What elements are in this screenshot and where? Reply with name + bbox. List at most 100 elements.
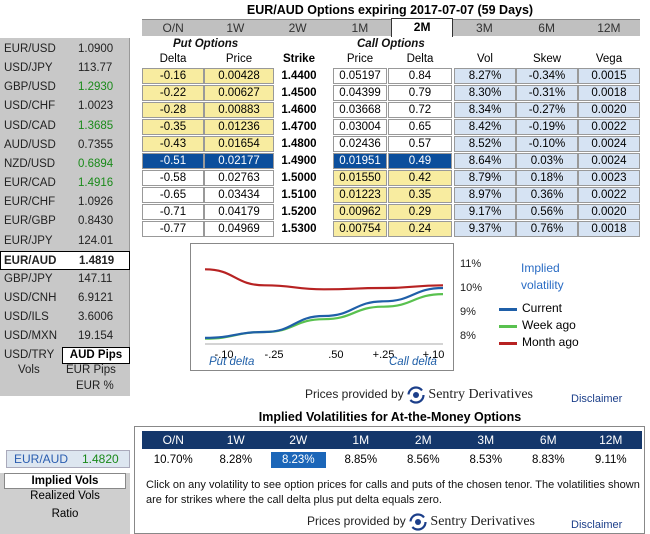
cell-vol[interactable]: 8.52% bbox=[454, 136, 516, 152]
cell-call-delta[interactable]: 0.49 bbox=[388, 153, 452, 169]
cell-skew[interactable]: -0.10% bbox=[516, 136, 578, 152]
cell-vega[interactable]: 0.0018 bbox=[578, 221, 640, 237]
cell-call-price[interactable]: 0.01550 bbox=[333, 170, 387, 186]
cell-vol[interactable]: 8.27% bbox=[454, 68, 516, 84]
eur-pct-option[interactable]: EUR % bbox=[76, 380, 114, 392]
cell-skew[interactable]: 0.03% bbox=[516, 153, 578, 169]
cell-vol[interactable]: 8.34% bbox=[454, 102, 516, 118]
cell-skew[interactable]: -0.31% bbox=[516, 85, 578, 101]
cell-vol[interactable]: 9.37% bbox=[454, 221, 516, 237]
atm-vol-on[interactable]: 10.70% bbox=[153, 454, 193, 466]
pair-row-eur-gbp[interactable]: EUR/GBP 0.8430 bbox=[0, 212, 130, 231]
pair-row-nzd-usd[interactable]: NZD/USD 0.6894 bbox=[0, 155, 130, 174]
pair-row-eur-chf[interactable]: EUR/CHF 1.0926 bbox=[0, 193, 130, 212]
cell-call-price[interactable]: 0.00962 bbox=[333, 204, 387, 220]
atm-vol-2m[interactable]: 8.56% bbox=[406, 454, 440, 466]
aud-pips-button[interactable]: AUD Pips bbox=[62, 347, 130, 364]
pair-row-usd-cnh[interactable]: USD/CNH 6.9121 bbox=[0, 289, 130, 308]
pair-row-eur-usd[interactable]: EUR/USD 1.0900 bbox=[0, 40, 130, 59]
tab-1w[interactable]: 1W bbox=[226, 21, 245, 35]
atm-vol-12m[interactable]: 9.11% bbox=[594, 454, 627, 466]
cell-skew[interactable]: 0.76% bbox=[516, 221, 578, 237]
cell-call-delta[interactable]: 0.35 bbox=[388, 187, 452, 203]
cell-vega[interactable]: 0.0023 bbox=[578, 170, 640, 186]
pair-row-eur-aud[interactable]: EUR/AUD 1.4819 bbox=[0, 250, 130, 270]
cell-vega[interactable]: 0.0022 bbox=[578, 119, 640, 135]
cell-call-price[interactable]: 0.03004 bbox=[333, 119, 387, 135]
cell-call-delta[interactable]: 0.42 bbox=[388, 170, 452, 186]
tab-3m[interactable]: 3M bbox=[476, 21, 493, 35]
cell-call-delta[interactable]: 0.79 bbox=[388, 85, 452, 101]
pair-row-gbp-jpy[interactable]: GBP/JPY 147.11 bbox=[0, 270, 130, 289]
tab-2m[interactable]: 2M bbox=[391, 18, 454, 37]
pair-row-eur-cad[interactable]: EUR/CAD 1.4916 bbox=[0, 174, 130, 193]
cell-vega[interactable]: 0.0024 bbox=[578, 136, 640, 152]
cell-put-price[interactable]: 0.00428 bbox=[204, 68, 274, 84]
cell-call-delta[interactable]: 0.72 bbox=[388, 102, 452, 118]
cell-vol[interactable]: 8.30% bbox=[454, 85, 516, 101]
cell-put-price[interactable]: 0.00627 bbox=[204, 85, 274, 101]
disclaimer-link[interactable]: Disclaimer bbox=[571, 393, 623, 405]
cell-skew[interactable]: 0.18% bbox=[516, 170, 578, 186]
pair-row-usd-chf[interactable]: USD/CHF 1.0023 bbox=[0, 97, 130, 116]
cell-call-delta[interactable]: 0.84 bbox=[388, 68, 452, 84]
cell-put-delta[interactable]: -0.51 bbox=[142, 153, 204, 169]
tab-12m[interactable]: 12M bbox=[597, 21, 621, 35]
implied-vols-option[interactable]: Implied Vols bbox=[4, 473, 126, 489]
cell-put-delta[interactable]: -0.71 bbox=[142, 204, 204, 220]
cell-put-delta[interactable]: -0.58 bbox=[142, 170, 204, 186]
cell-put-delta[interactable]: -0.28 bbox=[142, 102, 204, 118]
cell-put-price[interactable]: 0.04969 bbox=[204, 221, 274, 237]
cell-vol[interactable]: 8.79% bbox=[454, 170, 516, 186]
cell-vol[interactable]: 9.17% bbox=[454, 204, 516, 220]
cell-vol[interactable]: 8.97% bbox=[454, 187, 516, 203]
tab-6m[interactable]: 6M bbox=[538, 21, 555, 35]
pair-row-usd-jpy[interactable]: USD/JPY 113.77 bbox=[0, 59, 130, 78]
cell-call-price[interactable]: 0.03668 bbox=[333, 102, 387, 118]
cell-put-delta[interactable]: -0.77 bbox=[142, 221, 204, 237]
cell-call-price[interactable]: 0.01951 bbox=[333, 153, 387, 169]
cell-put-delta[interactable]: -0.43 bbox=[142, 136, 204, 152]
disclaimer-link-bottom[interactable]: Disclaimer bbox=[571, 519, 623, 531]
cell-vol[interactable]: 8.42% bbox=[454, 119, 516, 135]
cell-call-price[interactable]: 0.00754 bbox=[333, 221, 387, 237]
cell-call-delta[interactable]: 0.57 bbox=[388, 136, 452, 152]
cell-skew[interactable]: 0.36% bbox=[516, 187, 578, 203]
atm-vol-2w[interactable]: 8.23% bbox=[271, 452, 326, 468]
cell-call-delta[interactable]: 0.24 bbox=[388, 221, 452, 237]
cell-put-price[interactable]: 0.01236 bbox=[204, 119, 274, 135]
cell-vega[interactable]: 0.0020 bbox=[578, 204, 640, 220]
cell-put-price[interactable]: 0.02177 bbox=[204, 153, 274, 169]
atm-vol-1w[interactable]: 8.28% bbox=[219, 454, 253, 466]
cell-put-price[interactable]: 0.03434 bbox=[204, 187, 274, 203]
eur-pips-option[interactable]: EUR Pips bbox=[66, 364, 116, 376]
cell-put-price[interactable]: 0.04179 bbox=[204, 204, 274, 220]
tab-2w[interactable]: 2W bbox=[288, 21, 307, 35]
cell-vega[interactable]: 0.0024 bbox=[578, 153, 640, 169]
pair-row-usd-ils[interactable]: USD/ILS 3.6006 bbox=[0, 308, 130, 327]
pair-row-gbp-usd[interactable]: GBP/USD 1.2930 bbox=[0, 78, 130, 97]
cell-skew[interactable]: 0.56% bbox=[516, 204, 578, 220]
cell-put-delta[interactable]: -0.65 bbox=[142, 187, 204, 203]
cell-put-price[interactable]: 0.00883 bbox=[204, 102, 274, 118]
atm-vol-1m[interactable]: 8.85% bbox=[344, 454, 378, 466]
cell-call-price[interactable]: 0.01223 bbox=[333, 187, 387, 203]
cell-put-delta[interactable]: -0.35 bbox=[142, 119, 204, 135]
atm-vol-3m[interactable]: 8.53% bbox=[469, 454, 503, 466]
cell-put-delta[interactable]: -0.16 bbox=[142, 68, 204, 84]
cell-put-price[interactable]: 0.02763 bbox=[204, 170, 274, 186]
cell-skew[interactable]: -0.27% bbox=[516, 102, 578, 118]
cell-put-delta[interactable]: -0.22 bbox=[142, 85, 204, 101]
cell-skew[interactable]: -0.19% bbox=[516, 119, 578, 135]
cell-put-price[interactable]: 0.01654 bbox=[204, 136, 274, 152]
cell-vega[interactable]: 0.0020 bbox=[578, 102, 640, 118]
cell-call-price[interactable]: 0.02436 bbox=[333, 136, 387, 152]
cell-vega[interactable]: 0.0015 bbox=[578, 68, 640, 84]
atm-pair-box[interactable]: EUR/AUD 1.4820 bbox=[6, 450, 130, 468]
tab-on[interactable]: O/N bbox=[162, 21, 184, 35]
tab-1m[interactable]: 1M bbox=[351, 21, 369, 35]
realized-vols-option[interactable]: Realized Vols bbox=[30, 490, 100, 502]
cell-skew[interactable]: -0.34% bbox=[516, 68, 578, 84]
pair-row-usd-mxn[interactable]: USD/MXN 19.154 bbox=[0, 327, 130, 346]
pair-row-aud-usd[interactable]: AUD/USD 0.7355 bbox=[0, 136, 130, 155]
